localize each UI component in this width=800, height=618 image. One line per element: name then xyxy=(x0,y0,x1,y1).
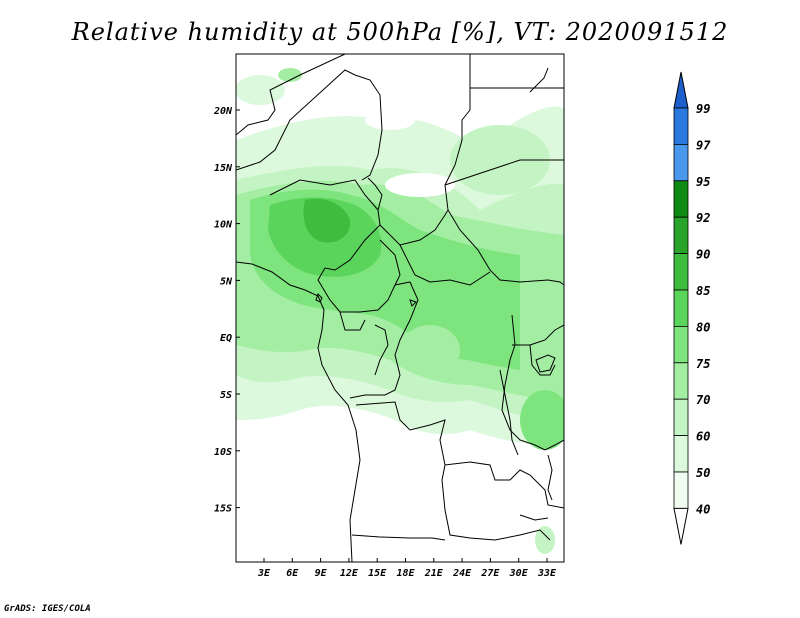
colorbar-segment xyxy=(673,107,689,145)
colorbar-segment xyxy=(673,362,689,400)
lat-label: 10N xyxy=(214,220,233,231)
colorbar-segment xyxy=(673,471,689,509)
lat-label: 15N xyxy=(214,163,233,174)
colorbar-label: 90 xyxy=(696,248,710,262)
colorbar-label: 92 xyxy=(696,211,710,225)
colorbar-label: 40 xyxy=(696,502,710,516)
colorbar-label: 50 xyxy=(696,466,710,480)
lat-label: 15S xyxy=(214,504,232,515)
lon-label: 12E xyxy=(340,568,359,579)
lat-label: 5S xyxy=(220,390,232,401)
country-borders xyxy=(236,54,564,562)
colorbar-label: 95 xyxy=(696,175,710,189)
lon-label: 30E xyxy=(509,568,529,579)
lon-label: 9E xyxy=(315,568,328,579)
map-title: Relative humidity at 500hPa [%], VT: 202… xyxy=(71,18,729,46)
lat-label: 20N xyxy=(213,106,233,117)
lon-label: 24E xyxy=(452,568,472,579)
latitude-axis: 20N 15N 10N 5N EQ 5S 10S 15S xyxy=(213,106,240,515)
lon-label: 21E xyxy=(424,568,444,579)
colorbar-label: 97 xyxy=(696,138,711,152)
colorbar-label: 60 xyxy=(696,430,710,444)
colorbar-label: 85 xyxy=(696,284,710,298)
colorbar-segment xyxy=(673,253,689,291)
lon-label: 18E xyxy=(396,568,415,579)
lat-label: EQ xyxy=(220,333,232,344)
lon-label: 3E xyxy=(257,568,271,579)
lat-label: 5N xyxy=(220,276,233,287)
colorbar-segment xyxy=(673,180,689,218)
colorbar: 99 97 95 92 90 85 80 75 70 60 50 40 xyxy=(673,71,711,545)
colorbar-label: 99 xyxy=(696,102,710,116)
colorbar-segment xyxy=(673,143,689,182)
colorbar-label: 80 xyxy=(696,320,710,334)
lon-label: 27E xyxy=(480,568,500,579)
colorbar-segment xyxy=(673,289,689,327)
grads-credit: GrADS: IGES/COLA xyxy=(4,604,91,614)
colorbar-top-triangle xyxy=(673,71,689,109)
map-frame xyxy=(235,53,565,563)
colorbar-segment xyxy=(673,435,689,473)
colorbar-bottom-triangle xyxy=(673,507,689,545)
colorbar-segment xyxy=(673,398,689,437)
longitude-axis: 3E 6E 9E 12E 15E 18E 21E 24E 27E 30E 33E xyxy=(257,558,557,579)
colorbar-label: 70 xyxy=(696,393,710,407)
lon-label: 15E xyxy=(368,568,387,579)
lon-label: 33E xyxy=(537,568,557,579)
lat-label: 10S xyxy=(214,447,232,458)
colorbar-segment xyxy=(673,325,689,364)
lon-label: 6E xyxy=(286,568,299,579)
colorbar-label: 75 xyxy=(696,357,710,371)
colorbar-segment xyxy=(673,216,689,254)
